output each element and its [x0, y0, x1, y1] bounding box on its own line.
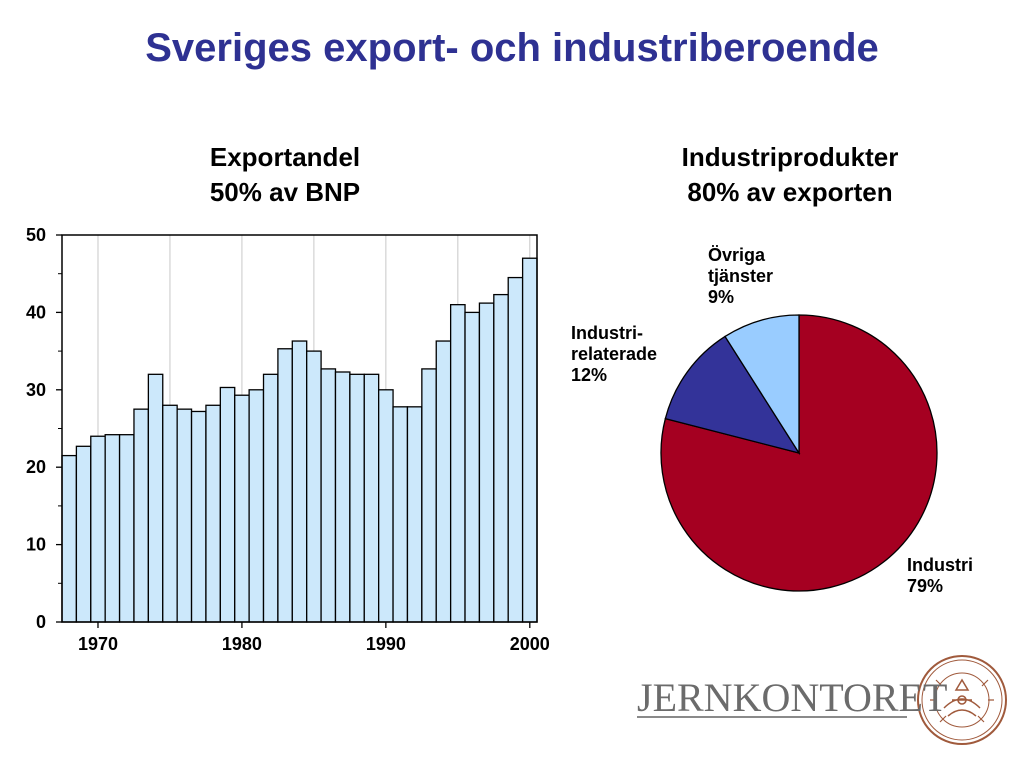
pie-label-line: 9%	[708, 287, 734, 307]
bar	[61, 454, 78, 623]
bar	[464, 311, 481, 623]
bar	[320, 368, 337, 623]
pie-slice-label: Övriga tjänster 9%	[708, 245, 773, 307]
bar	[133, 408, 150, 623]
x-tick-label: 1970	[78, 634, 118, 654]
logo-underline	[637, 716, 907, 718]
bar	[507, 276, 524, 623]
bar	[190, 410, 207, 623]
pie-label-line: 12%	[571, 365, 607, 385]
bar	[147, 373, 164, 623]
bar	[176, 408, 193, 623]
bar	[162, 404, 178, 623]
bar	[421, 368, 437, 623]
pie-chart-title: Industriprodukter 80% av exporten	[630, 140, 950, 210]
pie-label-line: 79%	[907, 576, 943, 596]
bar	[378, 389, 394, 623]
pie-chart-title-line2: 80% av exporten	[687, 177, 893, 207]
x-tick-label: 2000	[510, 634, 550, 654]
bar-chart-title: Exportandel 50% av BNP	[135, 140, 435, 210]
bar	[349, 373, 365, 623]
bar	[262, 373, 279, 623]
bar	[248, 389, 265, 623]
pie-slice-label: Industri 79%	[907, 555, 973, 596]
bar	[205, 404, 221, 623]
pie-label-line: tjänster	[708, 266, 773, 286]
bar	[449, 304, 466, 623]
jernkontoret-logo: JERNKONTORET	[637, 675, 948, 720]
bar	[118, 434, 135, 623]
y-tick-label: 30	[26, 380, 46, 400]
pie-slice	[724, 314, 800, 456]
y-tick-label: 40	[26, 302, 46, 322]
pie-label-line: relaterade	[571, 344, 657, 364]
bar	[104, 434, 121, 623]
bar	[234, 394, 250, 623]
bar	[406, 406, 423, 623]
bar	[334, 371, 351, 623]
pie-label-line: Övriga	[708, 245, 766, 265]
pie-slice	[664, 335, 801, 455]
bar	[75, 445, 92, 623]
bar-chart-title-line2: 50% av BNP	[209, 177, 361, 207]
bar	[521, 257, 538, 623]
pie-chart: Industri 79% Industri-relaterade 12% Övriga t…	[571, 245, 973, 596]
bar	[478, 302, 495, 623]
bar	[277, 348, 293, 623]
pie-label-line: Industri-	[571, 323, 643, 343]
pie-label-line: Industri	[907, 555, 973, 575]
x-tick-label: 1990	[366, 634, 406, 654]
bar-chart: 0 10 20 30 40 50 1970 1980 1990 2000	[26, 225, 550, 654]
bar	[363, 373, 380, 623]
y-tick-label: 50	[26, 225, 46, 245]
bar	[291, 340, 308, 623]
bar	[219, 386, 236, 623]
y-tick-label: 0	[36, 612, 46, 632]
bar	[306, 350, 322, 623]
bar-chart-title-line1: Exportandel	[209, 142, 361, 172]
jernkontoret-seal-icon	[917, 655, 1007, 745]
bar	[493, 293, 509, 623]
pie-slice-label: Industri-relaterade 12%	[571, 323, 657, 385]
bar	[392, 406, 409, 623]
pie-chart-title-line1: Industriprodukter	[681, 142, 899, 172]
bar	[90, 435, 106, 623]
x-tick-label: 1980	[222, 634, 262, 654]
bar	[435, 340, 452, 623]
slide-title: Sveriges export- och industriberoende	[145, 26, 879, 70]
y-tick-label: 10	[26, 535, 46, 555]
y-tick-label: 20	[26, 457, 46, 477]
